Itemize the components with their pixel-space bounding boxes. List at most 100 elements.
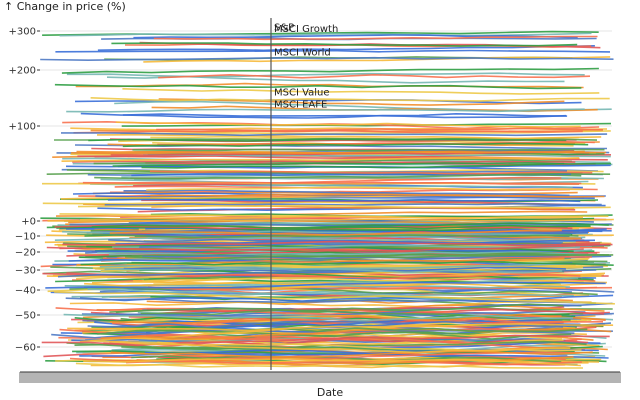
series-line: [55, 210, 588, 218]
series-line: [66, 108, 585, 113]
y-tick-label: −50: [15, 311, 36, 322]
series-line: [67, 246, 569, 253]
series-line: [104, 202, 602, 206]
series-line: [47, 218, 614, 222]
series-line: [115, 121, 581, 128]
series-line: [40, 56, 614, 62]
series-line: [124, 254, 609, 261]
series-line: [123, 189, 570, 197]
series-line: [144, 348, 599, 356]
series-line: [87, 288, 572, 303]
series-line: [61, 67, 599, 74]
y-tick-label: −20: [15, 248, 36, 259]
series-line: [140, 303, 564, 316]
series-line: [73, 129, 583, 134]
series-line: [123, 273, 581, 280]
series-line: [143, 56, 611, 63]
series-annotation: MSCI Growth: [274, 24, 338, 35]
series-line: [111, 42, 578, 47]
series-line: [110, 151, 590, 157]
series-line: [132, 148, 605, 152]
series-line: [57, 269, 597, 278]
series-line: [71, 150, 607, 155]
series-line: [157, 140, 595, 146]
series-line: [158, 98, 565, 106]
series-line: [80, 112, 567, 119]
series-line: [88, 138, 567, 142]
y-tick-label: +0: [21, 217, 36, 228]
series-line: [110, 350, 593, 358]
series-line: [158, 73, 591, 79]
series-line: [82, 181, 582, 185]
series-line: [63, 313, 574, 322]
series-line: [41, 334, 610, 347]
series-line: [107, 198, 581, 203]
y-tick-label: +100: [9, 122, 36, 133]
series-line: [115, 307, 571, 321]
series-line: [112, 315, 604, 327]
series-line: [119, 303, 580, 317]
series-line: [97, 329, 572, 340]
series-line: [84, 281, 566, 289]
series-line: [91, 224, 591, 230]
series-line: [66, 72, 585, 78]
series-line: [112, 244, 580, 251]
y-tick-label: −60: [15, 343, 36, 354]
series-line: [79, 215, 584, 221]
series-line: [50, 288, 572, 296]
series-annotation: MSCI World: [274, 47, 331, 58]
y-tick-label: −40: [15, 286, 36, 297]
series-line: [54, 291, 615, 305]
series-line: [110, 313, 606, 324]
series-line: [55, 49, 611, 53]
series-line: [104, 262, 611, 271]
series-line: [99, 264, 563, 274]
series-line: [54, 236, 576, 243]
y-tick-label: −30: [15, 266, 36, 277]
series-line: [65, 297, 589, 304]
series-line: [72, 192, 595, 199]
series-line: [122, 112, 568, 119]
series-line: [120, 130, 611, 135]
series-line: [94, 173, 582, 180]
series-lines: [40, 30, 615, 369]
series-line: [142, 275, 602, 282]
series-line: [156, 127, 604, 132]
series-line: [125, 359, 582, 366]
series-line: [97, 45, 595, 52]
series-line: [122, 142, 589, 148]
series-line: [146, 186, 584, 191]
series-line: [112, 162, 612, 167]
x-axis-ticks: [19, 371, 621, 383]
y-tick-label: +200: [9, 66, 36, 77]
series-line: [121, 122, 612, 127]
series-line: [100, 327, 612, 340]
series-line: [113, 243, 610, 252]
x-axis-title: Date: [317, 386, 344, 399]
series-line: [77, 204, 611, 209]
series-annotation: MSCI EAFE: [274, 100, 327, 111]
series-line: [97, 249, 593, 257]
series-line: [141, 162, 565, 169]
series-line: [45, 281, 606, 289]
series-line: [72, 160, 576, 164]
y-tick-label: −10: [15, 232, 36, 243]
series-line: [90, 97, 610, 102]
series-annotation: MSCI Value: [274, 87, 330, 98]
series-line: [109, 340, 571, 354]
series-line: [124, 327, 588, 333]
series-line: [153, 35, 598, 41]
series-line: [69, 286, 598, 296]
y-tick-label: +300: [9, 27, 36, 38]
y-axis-title: ↑ Change in price (%): [4, 0, 126, 13]
series-line: [67, 322, 614, 332]
series-line: [54, 83, 582, 90]
series-line: [75, 362, 583, 369]
series-line: [62, 240, 613, 247]
series-line: [69, 300, 592, 308]
series-line: [150, 193, 605, 198]
series-line: [122, 88, 600, 95]
